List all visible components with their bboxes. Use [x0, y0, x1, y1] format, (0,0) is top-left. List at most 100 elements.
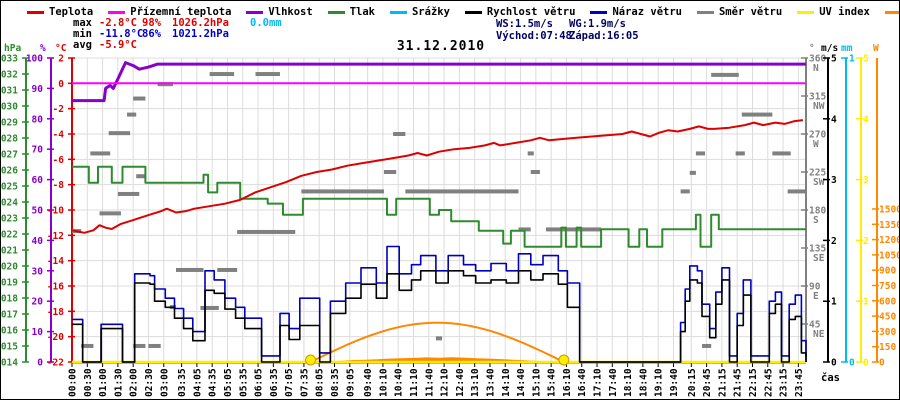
legend-item: Solar	[884, 6, 899, 18]
axis-label: 03:00	[159, 368, 170, 397]
axis-label: 1029	[1, 118, 18, 129]
axis-label: 3	[863, 175, 869, 186]
axis-label: 4	[863, 114, 869, 125]
axis-label: -18	[47, 307, 64, 318]
legend-item: Tlak	[327, 6, 375, 18]
axis-label: 4	[831, 114, 837, 125]
axis-label: 20	[32, 297, 44, 308]
wind-direction-dash	[108, 131, 131, 136]
axis-label: -12	[47, 231, 64, 242]
wind-direction-dash	[117, 191, 140, 196]
legend-item: Teplota	[27, 6, 93, 18]
axis-label: 180	[809, 206, 826, 217]
axis-label: W	[873, 43, 879, 54]
legend-swatch	[590, 10, 608, 14]
axis-label: -2	[53, 104, 64, 115]
axis-label: 1030	[1, 102, 18, 113]
legend-label: Rychlost větru	[486, 6, 576, 18]
axis-label: SW	[813, 177, 825, 188]
axis-label: 0	[58, 79, 64, 90]
axis-label: 05:05	[223, 368, 234, 397]
axis-label: %	[40, 43, 46, 54]
wind-gust-line	[72, 245, 807, 363]
wind-direction-dash	[148, 343, 161, 348]
axis-label: 02:00	[129, 368, 140, 397]
pressure-line	[72, 165, 806, 248]
axis-label: 70	[32, 145, 44, 156]
legend-label: Přízemní teplota	[130, 6, 232, 18]
wind-direction-dash	[772, 151, 791, 156]
chart-date-title: 31.12.2010	[396, 39, 486, 54]
axis-label: 5	[831, 54, 837, 65]
axis-label: 13:10	[470, 368, 481, 397]
wind-direction-dash	[237, 229, 296, 234]
legend-item: Srážky	[389, 6, 450, 18]
axis-label: 30	[32, 266, 44, 277]
axis-label: 0	[863, 358, 869, 369]
axis-label: 01:30	[113, 368, 124, 397]
axis-label: 16:40	[577, 368, 588, 397]
wind-direction-dash	[133, 343, 146, 348]
stat-value: 98%	[142, 17, 161, 29]
wind-direction-dash	[518, 227, 531, 232]
axis-label: 18:10	[623, 368, 634, 397]
axis-label: 23:45	[794, 368, 805, 397]
legend-item: Přízemní teplota	[108, 6, 231, 18]
axis-label: 300	[879, 327, 896, 338]
wind-direction-dash	[702, 343, 712, 348]
sun-wind-stats-block: WS:1.5m/s WG:1.9m/s Východ:07:48Západ:16:0…	[496, 18, 642, 42]
wind-direction-dash	[405, 189, 519, 194]
axis-label: 14:40	[516, 368, 527, 397]
legend-label: Teplota	[49, 6, 94, 18]
axis-label: W	[813, 139, 819, 150]
legend-swatch	[884, 10, 899, 14]
wind-direction-dash	[301, 189, 384, 194]
axis-label: 09:40	[363, 368, 374, 397]
axis-label: 01:00	[98, 368, 109, 397]
legend-item: UV index	[797, 6, 870, 18]
axis-label: 09:05	[345, 368, 356, 397]
axis-label: 2	[831, 236, 837, 247]
wind-direction-dash	[255, 72, 280, 77]
axis-label: 22:45	[763, 368, 774, 397]
wind-direction-dash	[127, 112, 137, 117]
legend-swatch	[797, 10, 815, 14]
legend-item: Náraz větru	[590, 6, 682, 18]
axis-label: -6	[53, 155, 65, 166]
axis-label: 60	[32, 175, 44, 186]
axis-label: 100	[26, 54, 43, 65]
axis-label: 17:10	[593, 368, 604, 397]
stat-value: min	[73, 28, 92, 40]
stat-value: Východ:07:48	[496, 30, 572, 42]
axis-label: 10:10	[378, 368, 389, 397]
axis-label: m/s	[821, 43, 838, 54]
chart-legend: Teplota Přízemní teplota Vlhkost Tlak Srážky…	[27, 5, 899, 19]
wind-direction-dash	[393, 132, 406, 136]
stat-value: 0.0mm	[250, 17, 282, 29]
legend-item: Vlhkost	[246, 6, 313, 18]
legend-swatch	[389, 10, 407, 14]
humidity-line	[72, 61, 806, 103]
axis-label: 14:10	[501, 368, 512, 397]
temperature-line	[71, 119, 804, 234]
axis-label: 10	[32, 327, 44, 338]
axis-label: 315	[809, 92, 826, 103]
axis-label: 1033	[1, 54, 18, 65]
axis-label: 0	[37, 358, 43, 369]
stats-block: max -2.8°C 98% 1026.2hPa 0.0mm min -11.8°C86% 1…	[73, 18, 290, 51]
axis-label: N	[813, 63, 819, 74]
stat-value: WG:1.9m/s	[569, 18, 626, 30]
legend-swatch	[108, 10, 126, 14]
stat-row-right: WS:1.5m/s WG:1.9m/s	[496, 18, 642, 30]
axis-label: 23:15	[779, 368, 790, 397]
axis-label: 0	[831, 358, 837, 369]
axis-label: 08:05	[315, 368, 326, 397]
axis-label: 90	[809, 282, 821, 293]
wind-direction-dash	[741, 112, 773, 117]
axis-label: 50	[32, 206, 44, 217]
axis-label: 11:10	[409, 368, 420, 397]
